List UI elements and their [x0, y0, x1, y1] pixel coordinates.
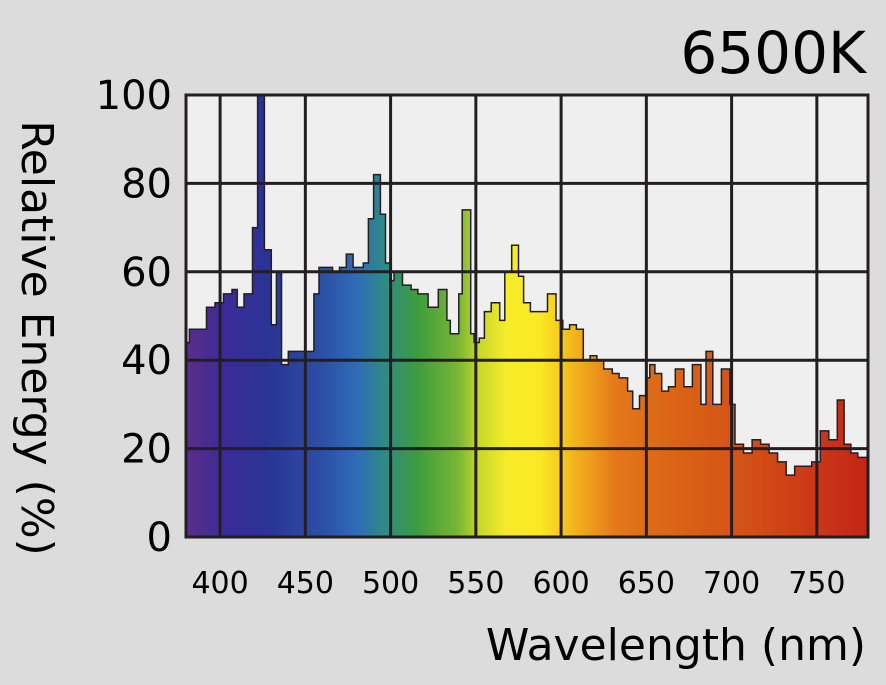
x-tick-label: 550: [447, 566, 504, 601]
x-tick-label: 450: [277, 566, 334, 601]
grid-lines: [186, 95, 868, 537]
x-tick-label: 500: [362, 566, 419, 601]
x-axis-label: Wavelength (nm): [486, 620, 866, 671]
y-tick-label: 20: [121, 427, 172, 473]
x-tick-label: 600: [532, 566, 589, 601]
y-tick-label: 60: [121, 250, 172, 296]
chart-title: 6500K: [680, 19, 868, 87]
x-tick-label: 700: [703, 566, 760, 601]
x-tick-label: 400: [191, 566, 248, 601]
plot-frame: [184, 93, 870, 539]
x-tick-label: 650: [618, 566, 675, 601]
y-tick-label: 100: [96, 73, 172, 119]
y-tick-label: 80: [121, 161, 172, 207]
y-tick-label: 40: [121, 338, 172, 384]
x-tick-label: 750: [788, 566, 845, 601]
x-tick-labels: 400 450 500 550 600 650 700 750: [191, 566, 845, 601]
y-axis-label: Relative Energy (%): [11, 120, 62, 556]
y-tick-labels: 0 20 40 60 80 100: [96, 73, 172, 561]
y-tick-label: 0: [147, 515, 172, 561]
spectrum-area: [186, 95, 868, 537]
